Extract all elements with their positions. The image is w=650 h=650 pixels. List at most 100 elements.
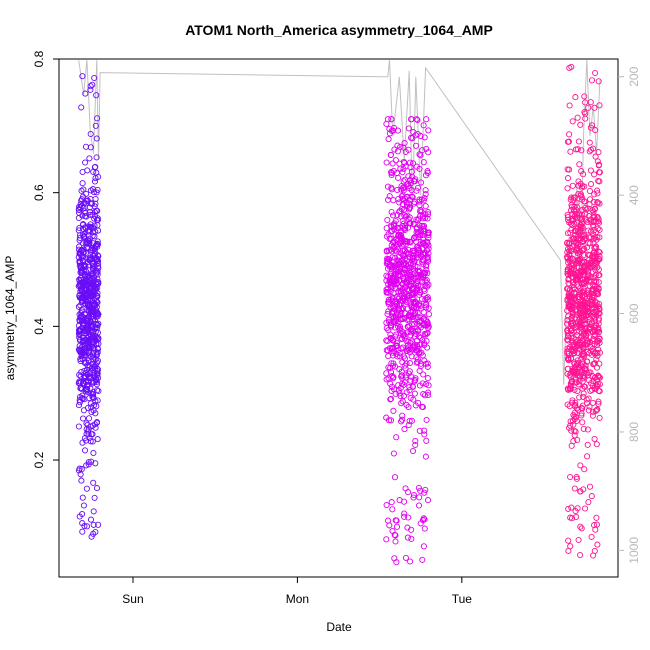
data-point (579, 402, 586, 409)
data-point (566, 102, 573, 109)
data-point (81, 447, 89, 454)
data-point (594, 187, 601, 194)
data-point (595, 279, 602, 286)
data-point (581, 198, 588, 205)
data-point (394, 186, 401, 194)
data-point (94, 397, 101, 404)
data-point (564, 316, 571, 324)
data-point (423, 330, 430, 337)
data-point (404, 181, 411, 188)
data-point (591, 251, 598, 258)
data-point (419, 556, 426, 563)
data-point (567, 229, 574, 236)
data-point (79, 338, 86, 346)
data-point (396, 325, 404, 332)
data-point (84, 291, 91, 298)
data-point (574, 322, 581, 329)
data-point (396, 199, 403, 206)
data-point (568, 504, 575, 511)
data-point (389, 506, 396, 513)
data-point (93, 376, 100, 383)
data-point (587, 99, 594, 106)
data-point (424, 497, 432, 504)
data-point (576, 311, 583, 318)
data-point (577, 291, 584, 298)
data-point (415, 484, 422, 491)
data-point (575, 178, 582, 185)
data-point (578, 267, 585, 275)
data-point (586, 283, 593, 290)
data-point (588, 386, 596, 393)
data-point (569, 256, 577, 263)
data-point (407, 159, 414, 166)
data-point (583, 206, 590, 213)
data-point (425, 149, 432, 156)
data-point (78, 352, 85, 359)
data-point (407, 377, 414, 384)
data-point (411, 198, 418, 206)
data-point (391, 348, 398, 355)
data-point (75, 423, 82, 430)
data-point (83, 523, 91, 530)
series-3 (564, 63, 603, 559)
data-point (575, 340, 582, 347)
data-point (577, 339, 584, 346)
data-point (94, 370, 101, 377)
x-tick-label: Tue (452, 592, 473, 606)
data-point (90, 521, 97, 528)
data-point (565, 547, 572, 554)
data-point (389, 336, 396, 343)
data-point (81, 374, 88, 381)
data-point (581, 302, 588, 309)
data-point (389, 352, 397, 359)
data-point (580, 425, 587, 432)
data-point (588, 322, 595, 329)
data-point (578, 412, 585, 419)
data-point (407, 394, 414, 402)
data-point (76, 206, 83, 214)
data-point (84, 197, 91, 204)
data-point (404, 305, 411, 312)
data-point (585, 499, 592, 506)
data-point (576, 320, 583, 328)
data-point (582, 115, 589, 122)
data-point (594, 291, 602, 298)
data-point (404, 524, 411, 531)
data-point (402, 255, 409, 262)
data-point (396, 390, 403, 397)
data-point (398, 345, 405, 352)
data-point (595, 162, 602, 169)
data-point (93, 378, 100, 386)
data-point (85, 415, 93, 422)
data-point (572, 94, 579, 101)
data-point (596, 300, 603, 307)
data-point (413, 163, 420, 170)
data-point (394, 294, 401, 301)
data-point (590, 208, 597, 215)
data-point (593, 285, 600, 292)
data-point (394, 311, 401, 318)
data-point (89, 281, 96, 288)
data-point (398, 368, 405, 375)
data-point (410, 494, 417, 501)
data-point (572, 507, 579, 515)
data-point (566, 251, 573, 258)
data-point (87, 400, 94, 407)
data-point (397, 143, 404, 150)
data-point (425, 242, 432, 249)
data-point (576, 161, 583, 168)
data-point (567, 370, 575, 377)
data-point (595, 317, 602, 324)
data-point (394, 300, 401, 307)
data-point (571, 432, 578, 439)
data-point (578, 168, 585, 175)
data-point (76, 209, 83, 216)
data-point (570, 197, 577, 204)
data-point (406, 238, 413, 245)
data-point (424, 283, 431, 290)
data-point (399, 344, 406, 351)
data-point (574, 357, 581, 364)
data-point (393, 523, 401, 530)
data-point (401, 212, 408, 219)
data-point (395, 195, 402, 203)
